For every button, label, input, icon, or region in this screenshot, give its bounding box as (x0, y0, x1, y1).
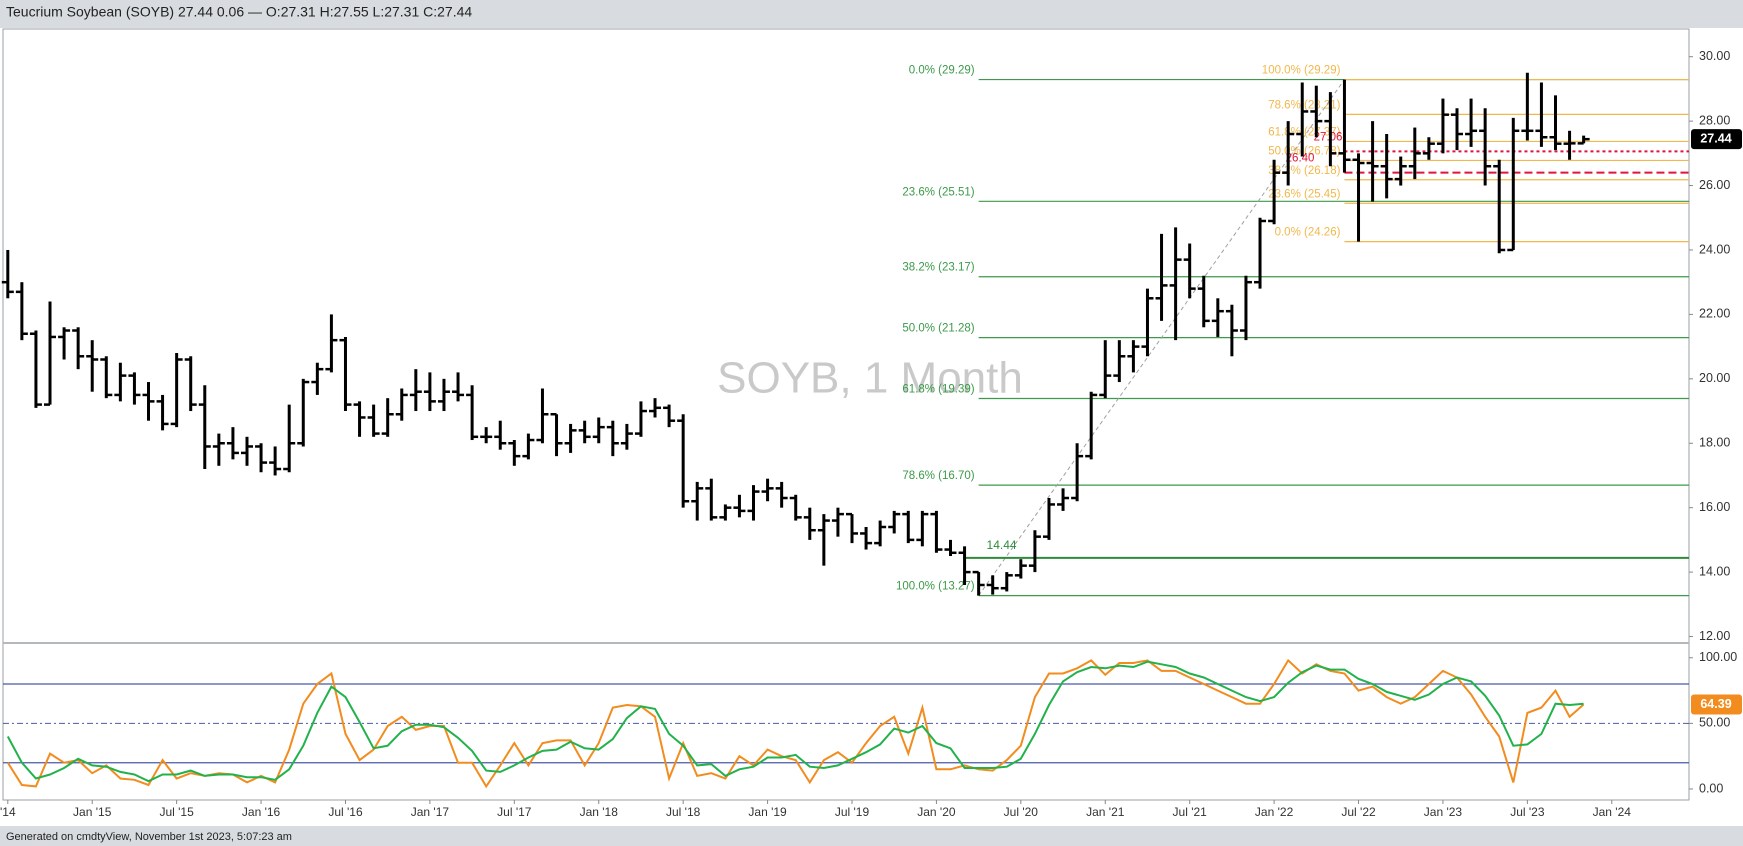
x-tick-label: Jan '24 (1593, 805, 1632, 819)
fib-label: 23.6% (25.51) (902, 186, 974, 198)
last-value-box (1691, 694, 1742, 715)
level-label: 14.44 (987, 538, 1017, 552)
x-tick-label: Jul '20 (1004, 805, 1039, 819)
x-tick-label: Jan '22 (1255, 805, 1294, 819)
x-tick-label: Jan '17 (411, 805, 450, 819)
x-tick-label: Jan '20 (917, 805, 956, 819)
y-tick-label: 30.00 (1699, 49, 1730, 63)
x-tick-label: Jul '19 (835, 805, 870, 819)
fib-label: 78.6% (28.21) (1268, 99, 1340, 111)
fib-label: 38.2% (23.17) (902, 262, 974, 274)
level-label: 26.40 (1286, 153, 1315, 165)
y-tick-label: 20.00 (1699, 371, 1730, 385)
x-tick-label: Jan '18 (580, 805, 619, 819)
header-title: Teucrium Soybean (SOYB) 27.44 0.06 — O:2… (6, 4, 472, 20)
fib-label: 61.8% (27.37) (1268, 126, 1340, 138)
y-tick-label: 26.00 (1699, 178, 1730, 192)
x-tick-label: Jan '21 (1086, 805, 1125, 819)
fib-label: 0.0% (24.26) (1275, 227, 1341, 239)
fib-label: 50.0% (26.78) (1268, 145, 1340, 157)
y-tick-label: 28.00 (1699, 113, 1730, 127)
y-tick-label: 14.00 (1699, 564, 1730, 578)
x-tick-label: Jul '18 (666, 805, 701, 819)
header-bar (0, 0, 1743, 28)
footer-bar (0, 826, 1743, 846)
fib-label: 100.0% (13.27) (896, 581, 975, 593)
last-price-box (1691, 129, 1742, 150)
fib-trend (978, 79, 1345, 596)
plot-area (2, 28, 1690, 801)
x-tick-label: '14 (0, 805, 16, 819)
x-tick-label: Jan '19 (748, 805, 787, 819)
fib-label: 61.8% (19.39) (902, 384, 974, 396)
x-tick-label: Jul '16 (328, 805, 363, 819)
x-tick-label: Jan '23 (1424, 805, 1463, 819)
x-tick-label: Jan '15 (73, 805, 112, 819)
x-tick-label: Jul '22 (1341, 805, 1376, 819)
stoch-line (6, 660, 1584, 783)
x-tick-label: Jul '23 (1510, 805, 1545, 819)
y-tick-label: 16.00 (1699, 500, 1730, 514)
y-tick-label: 0.00 (1699, 781, 1723, 795)
fib-label: 50.0% (21.28) (902, 323, 974, 335)
fib-label: 78.6% (16.70) (902, 470, 974, 482)
y-tick-label: 50.00 (1699, 716, 1730, 730)
last-value-label: 64.39 (1700, 697, 1731, 711)
level-label: 27.06 (1314, 131, 1343, 143)
y-tick-label: 18.00 (1699, 436, 1730, 450)
y-tick-label: 100.00 (1699, 650, 1737, 664)
fib-label: 100.0% (29.29) (1262, 65, 1341, 77)
footer-text: Generated on cmdtyView, November 1st 202… (6, 831, 292, 843)
fib-label: 0.0% (29.29) (909, 65, 975, 77)
watermark: SOYB, 1 Month (717, 354, 1023, 403)
x-tick-label: Jul '17 (497, 805, 532, 819)
y-tick-label: 12.00 (1699, 629, 1730, 643)
fib-label: 38.2% (26.18) (1268, 165, 1340, 177)
x-tick-label: Jul '15 (159, 805, 194, 819)
fib-label: 23.6% (25.45) (1268, 188, 1340, 200)
last-price-label: 27.44 (1700, 131, 1731, 145)
x-tick-label: Jul '21 (1173, 805, 1208, 819)
y-tick-label: 24.00 (1699, 242, 1730, 256)
y-tick-label: 22.00 (1699, 307, 1730, 321)
x-tick-label: Jan '16 (242, 805, 281, 819)
